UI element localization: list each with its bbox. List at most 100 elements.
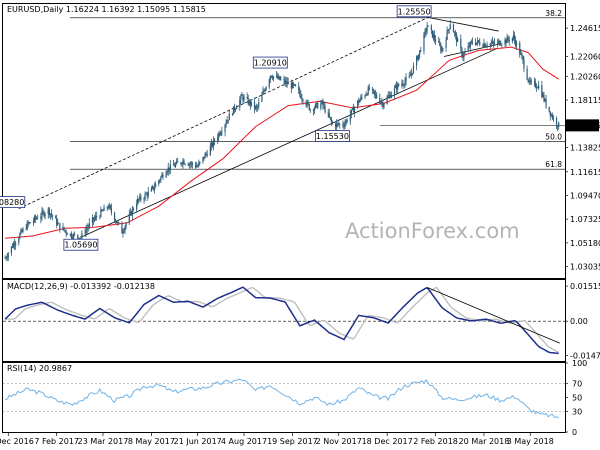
candle-body xyxy=(73,234,76,236)
candle-body xyxy=(236,107,238,110)
candle-body xyxy=(59,223,61,230)
macd-tick-label: -0.014752 xyxy=(570,351,600,360)
candle-body xyxy=(533,81,536,82)
candle-body xyxy=(292,83,295,85)
candle-body xyxy=(464,51,466,54)
candle-body xyxy=(462,55,464,58)
candle-body xyxy=(180,162,182,164)
candle-body xyxy=(280,79,282,80)
price-tick-label: 1.05180 xyxy=(570,239,600,248)
candle-body xyxy=(478,40,480,43)
candle-body xyxy=(19,233,21,239)
candle-body xyxy=(519,43,521,55)
macd-layer xyxy=(3,286,565,355)
candle-body xyxy=(190,162,192,164)
candle-body xyxy=(36,218,38,219)
candle-body xyxy=(358,100,360,103)
rsi-tick-label: 30 xyxy=(572,407,582,416)
candle-body xyxy=(102,210,104,212)
candle-body xyxy=(309,109,311,111)
candle-body xyxy=(49,213,51,215)
candle-body xyxy=(557,125,559,127)
candle-body xyxy=(86,228,88,230)
candle-body xyxy=(298,85,300,91)
candle-body xyxy=(128,214,130,224)
macd-tick-label: 0.00 xyxy=(570,317,588,326)
date-tick-label: 3 May 2018 xyxy=(507,437,554,446)
candle-body xyxy=(18,238,20,243)
candle-body xyxy=(342,123,344,126)
candle-body xyxy=(239,99,241,108)
candle-body xyxy=(534,81,537,88)
candle-body xyxy=(542,94,544,97)
candle-body xyxy=(194,164,197,168)
candle-body xyxy=(160,176,162,180)
candle-body xyxy=(155,183,157,188)
candle-body xyxy=(196,166,198,168)
candle-body xyxy=(523,60,525,69)
candle-body xyxy=(197,166,199,167)
candle-body xyxy=(257,105,259,108)
candle-body xyxy=(537,87,539,89)
macd-line xyxy=(4,286,559,355)
candle-body xyxy=(448,28,450,30)
candle-body xyxy=(184,164,186,165)
candle-body xyxy=(528,80,530,82)
candle-body xyxy=(352,107,355,113)
candle-body xyxy=(433,34,436,40)
candle-body xyxy=(51,215,54,217)
candle-body xyxy=(162,174,164,178)
candle-body xyxy=(360,96,362,101)
trendline xyxy=(443,43,501,57)
candle-body xyxy=(434,39,437,42)
candle-body xyxy=(410,72,412,76)
candle-body xyxy=(118,222,120,224)
candle-body xyxy=(382,102,384,107)
candle-body xyxy=(452,24,455,33)
candle-body xyxy=(166,171,168,174)
macd-signal-line xyxy=(5,286,560,354)
candle-body xyxy=(227,120,229,121)
candle-body xyxy=(388,94,390,97)
candle-body xyxy=(147,191,149,197)
macd-panel-frame xyxy=(2,279,566,362)
candle-body xyxy=(368,87,370,90)
candle-body xyxy=(272,76,275,79)
candle-body xyxy=(101,209,103,211)
candle-body xyxy=(203,156,205,159)
candle-body xyxy=(48,208,50,215)
candle-body xyxy=(552,117,555,119)
date-tick-label: 20 Mar 2018 xyxy=(459,437,510,446)
candle-body xyxy=(139,196,141,200)
candle-body xyxy=(210,142,212,147)
candle-body xyxy=(206,153,208,156)
candle-body xyxy=(365,94,367,96)
candle-body xyxy=(403,84,405,86)
candle-body xyxy=(482,44,484,47)
candle-body xyxy=(32,220,35,223)
candle-body xyxy=(93,218,96,221)
candle-body xyxy=(136,204,138,210)
candle-body xyxy=(173,165,176,167)
candle-body xyxy=(125,223,127,227)
candle-body xyxy=(497,41,499,44)
candle-body xyxy=(265,86,267,91)
macd-trendline xyxy=(426,287,560,344)
candle-body xyxy=(314,103,317,108)
candle-body xyxy=(100,209,102,217)
candle-body xyxy=(439,42,441,46)
candle-body xyxy=(5,258,7,259)
candle-body xyxy=(124,226,126,231)
candle-body xyxy=(44,214,46,217)
candle-body xyxy=(232,106,235,115)
candle-body xyxy=(55,216,57,219)
candle-body xyxy=(420,50,422,51)
candle-body xyxy=(320,103,322,109)
price-tick-label: 1.11615 xyxy=(570,168,600,177)
candle-body xyxy=(526,68,528,80)
candle-body xyxy=(106,207,108,208)
candle-body xyxy=(47,208,49,215)
date-tick-label: 4 Aug 2017 xyxy=(221,437,267,446)
candle-body xyxy=(405,77,407,82)
